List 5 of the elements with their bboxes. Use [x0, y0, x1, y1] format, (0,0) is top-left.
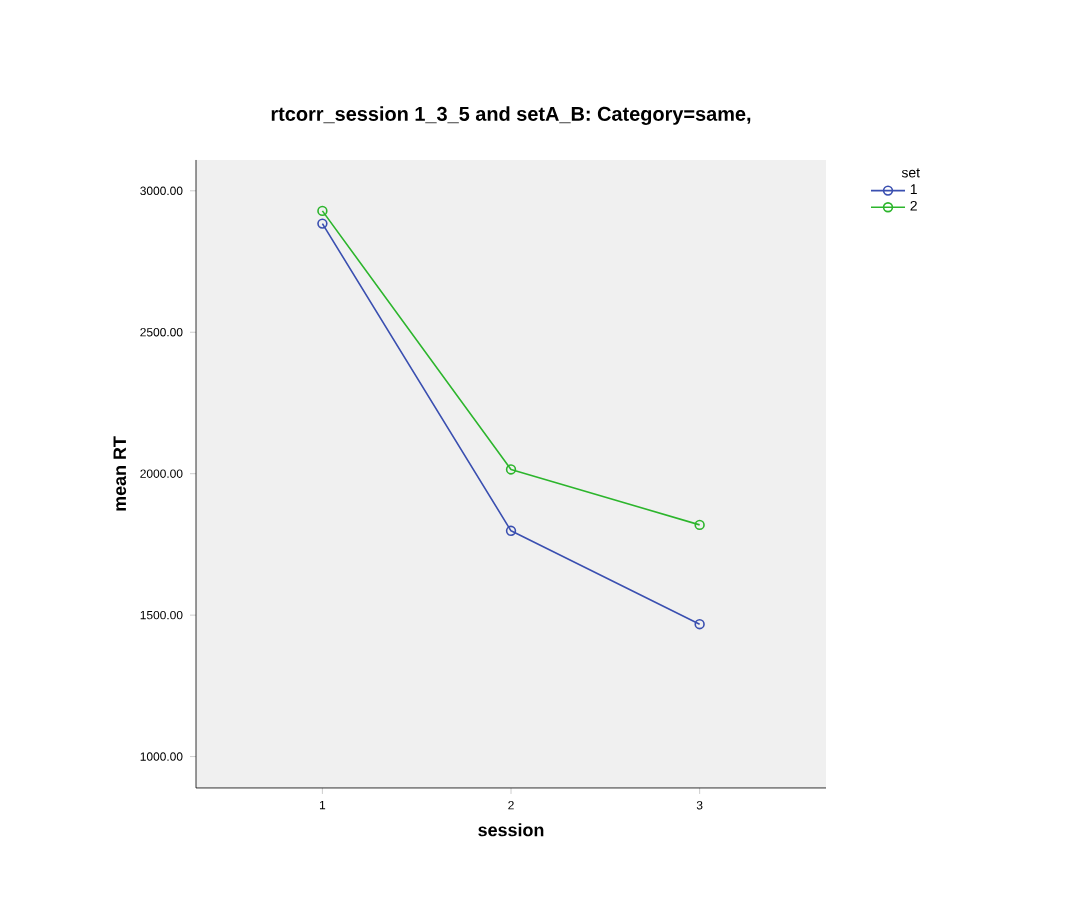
- x-axis-title: session: [478, 823, 544, 837]
- chart-title: rtcorr_session 1_3_5 and setA_B: Category=same,: [271, 106, 751, 125]
- point: [505, 525, 517, 537]
- point: [505, 464, 517, 475]
- y-axis-title: mean RT: [113, 436, 127, 511]
